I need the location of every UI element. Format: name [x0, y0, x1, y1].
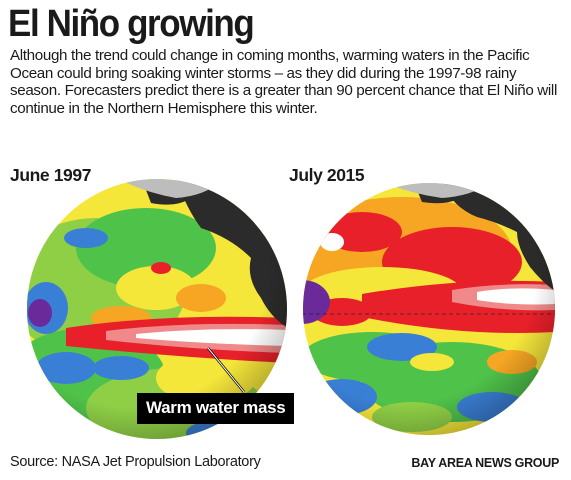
sea-level-globe-2015 — [303, 183, 555, 435]
headline: El Niño growing — [8, 3, 255, 45]
publisher-credit: BAY AREA NEWS GROUP — [411, 456, 559, 470]
intro-paragraph: Although the trend could change in comin… — [10, 47, 557, 117]
globe-label-2015: July 2015 — [289, 165, 365, 185]
warm-water-mass-callout: Warm water mass — [137, 393, 295, 424]
source-note: Source: NASA Jet Propulsion Laboratory — [10, 454, 261, 470]
globe-label-1997: June 1997 — [10, 165, 92, 185]
